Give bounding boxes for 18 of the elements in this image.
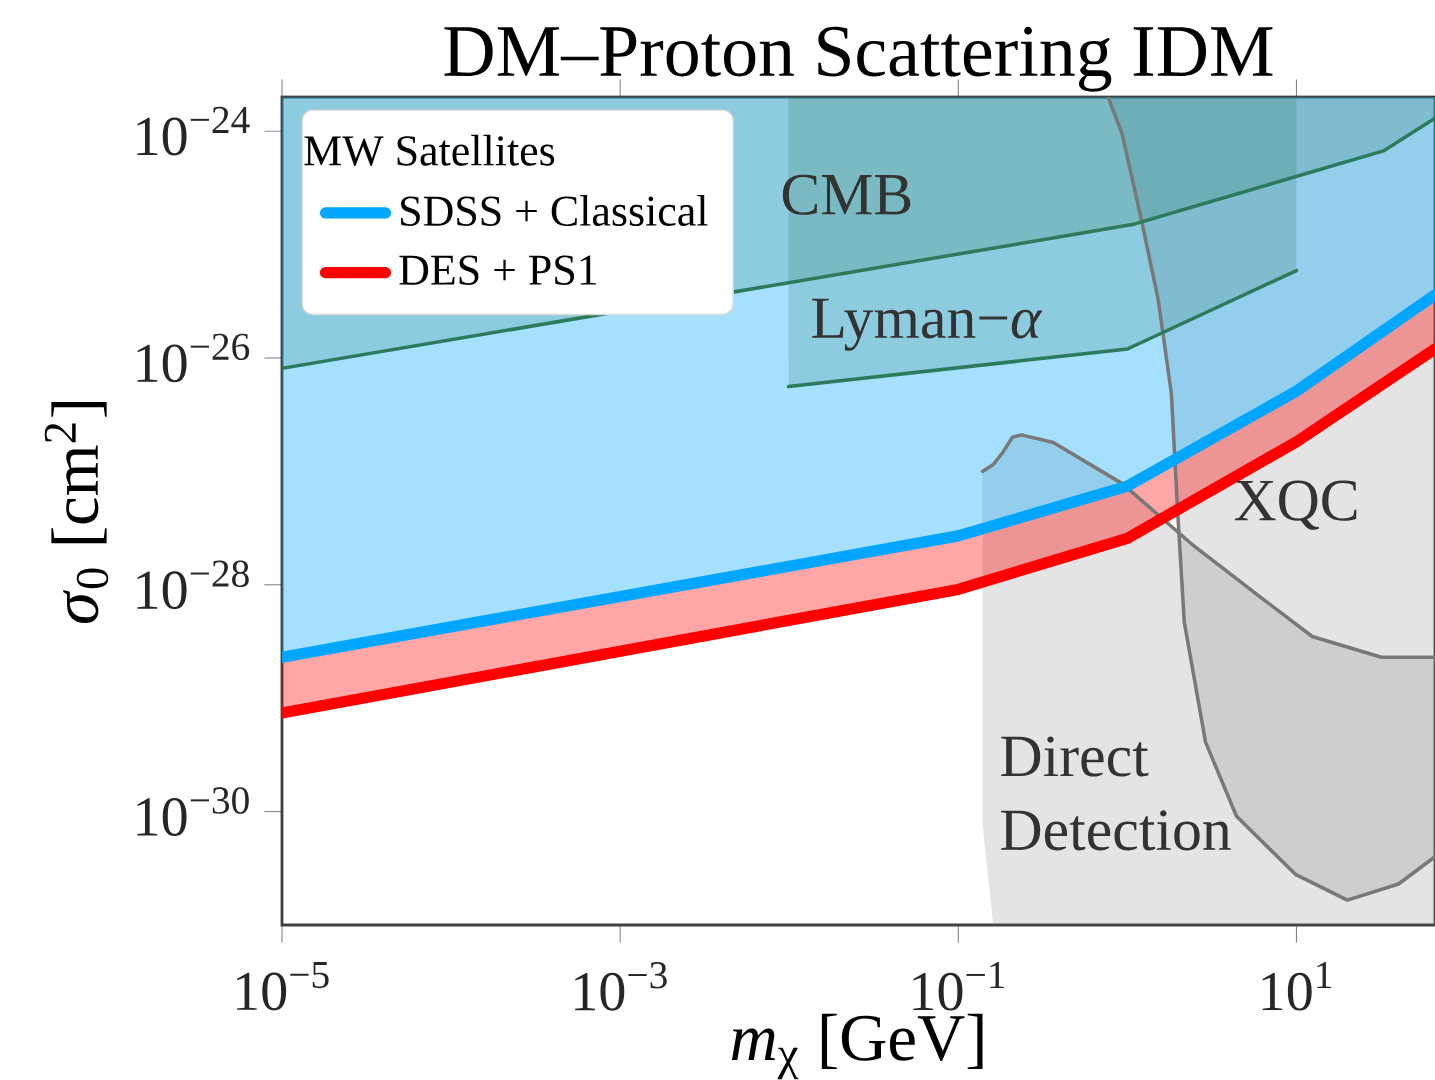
y-tick-label: 10$^{−26}$ [137, 333, 250, 383]
legend-label: DES + PS1 [399, 255, 597, 285]
annotation: Direct Detection [1001, 736, 1231, 851]
y-tick-label: 10$^{−28}$ [137, 560, 249, 610]
y-tick-label: 10$^{−24}$ [137, 106, 250, 156]
annotation: XQC [1234, 480, 1357, 530]
y-tick-label: 10$^{−30}$ [137, 787, 249, 837]
y-axis-title: σ$_{0}$ [cm$^{2}$] [44, 401, 109, 624]
x-tick-label: 10$^{−1}$ [913, 962, 1005, 1011]
x-axis-title: m$_{χ}$ [GeV] [731, 1013, 983, 1080]
x-tick-label: 10$^{−5}$ [237, 962, 329, 1011]
legend-label: SDSS + Classical [401, 195, 708, 227]
chart-title: DM–Proton Scattering IDM [444, 26, 1273, 92]
legend-title: MW Satellites [304, 134, 555, 166]
annotation: Lyman−α [812, 298, 1043, 351]
x-tick-label: 10$^{−3}$ [575, 962, 667, 1011]
x-tick-label: 10$^{1}$ [1262, 962, 1332, 1011]
annotation: CMB [782, 174, 911, 215]
